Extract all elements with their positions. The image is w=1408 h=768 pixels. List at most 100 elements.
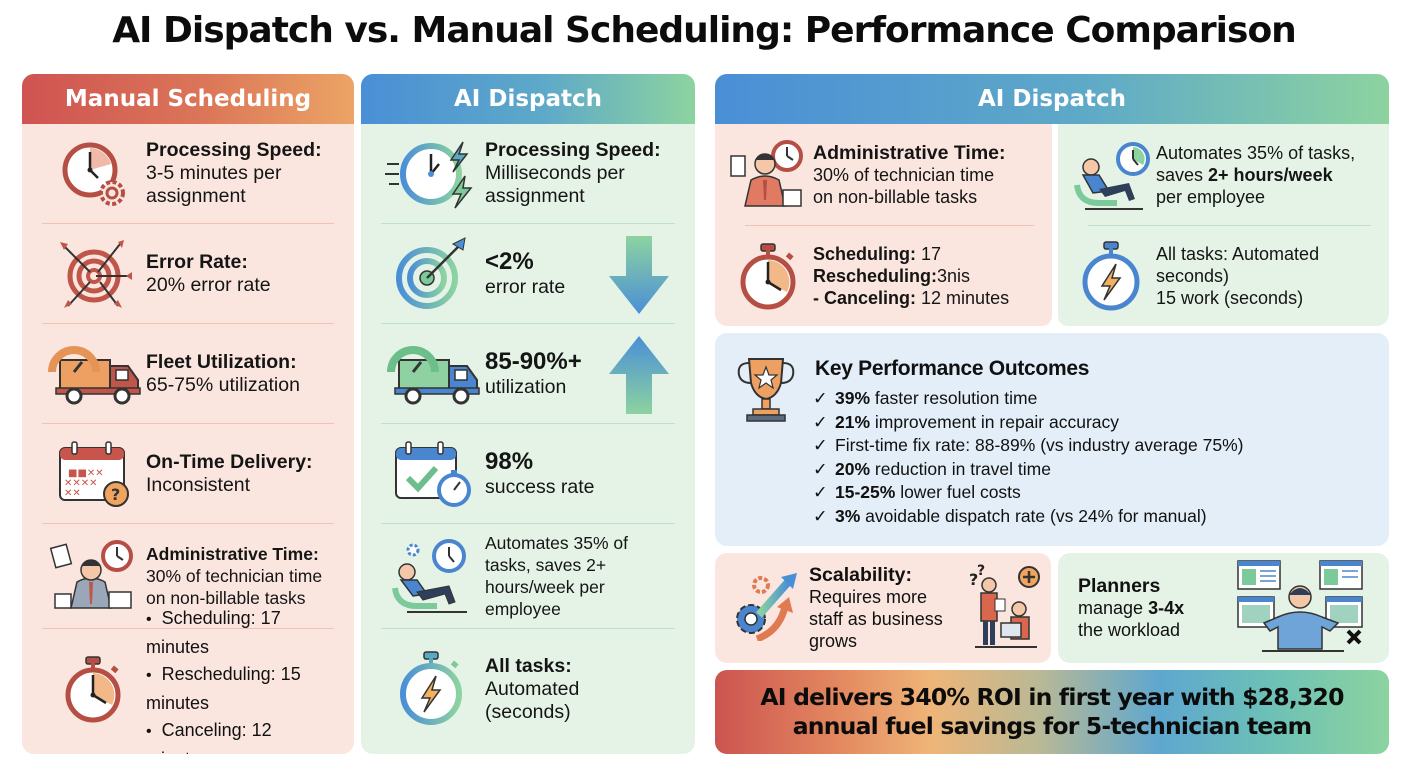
check-icon: ✓ (813, 411, 828, 432)
fast-clock-lightning-icon (381, 138, 485, 210)
overwhelmed-staff-icon: ? ? (965, 563, 1041, 654)
ai-row-fleet-utilization: 85-90%+ utilization (381, 324, 675, 424)
task-label: - Canceling: (813, 287, 917, 308)
right-panel-manual-side: Administrative Time: 30% of technician t… (715, 124, 1052, 326)
row-value: success rate (485, 476, 595, 498)
check-icon: ✓ (813, 435, 828, 455)
ai-dispatch-column: AI Dispatch Processing Speed: (361, 74, 695, 754)
planners-value: manage 3-4x the workload (1078, 598, 1184, 640)
scalability-value: Requires more staff as business grows (809, 587, 943, 651)
outcome-value: 39% (835, 388, 871, 408)
list-item: Canceling: 12 minutes (146, 717, 334, 754)
text-part: saves (1156, 164, 1209, 185)
clock-gear-icon (42, 138, 146, 210)
manual-column-header: Manual Scheduling (22, 74, 354, 124)
check-icon: ✓ (813, 388, 828, 408)
manual-row-error-rate: Error Rate: 20% error rate (42, 224, 334, 324)
relaxed-worker-icon (1068, 139, 1156, 211)
text-bold: 2+ hours/week (1208, 164, 1333, 185)
check-icon: ✓ (813, 505, 828, 526)
row-label: All tasks: (485, 654, 572, 677)
task-label: Rescheduling: (813, 265, 938, 286)
automation-text: Automates 35% of tasks, saves 2+ hours/w… (1156, 142, 1355, 208)
arrow-up-icon (609, 336, 669, 421)
svg-text:?: ? (111, 485, 120, 504)
row-label: 85-90%+ (485, 348, 582, 375)
task-line: Rescheduling:3nis (813, 265, 1009, 287)
outcome-item: ✓ 3% avoidable dispatch rate (vs 24% for … (813, 505, 1243, 529)
task-line: Scheduling: 17 (813, 243, 1009, 265)
row-value: Inconsistent (146, 473, 251, 496)
manual-row-admin-time: Administrative Time: 30% of technician t… (42, 524, 334, 629)
row-label: Processing Speed: (485, 139, 661, 161)
scalability-card: Scalability: Requires more staff as busi… (715, 553, 1051, 663)
row-label: <2% (485, 248, 534, 275)
calendar-question-icon: ■■✕✕ ✕✕✕✕ ✕✕ ? (42, 438, 146, 510)
ai-column-header: AI Dispatch (361, 74, 695, 124)
banner-line-1: AI delivers 340% ROI in first year with … (760, 683, 1344, 711)
stressed-worker-icon (725, 138, 813, 212)
ai-row-error-rate: <2% error rate (381, 224, 675, 324)
outcomes-list: ✓ 39% faster resolution time ✓ 21% improve… (811, 387, 1243, 528)
svg-text:✕✕: ✕✕ (64, 488, 81, 499)
svg-text:■■✕✕: ■■✕✕ (68, 468, 104, 479)
ai-row-task-times: All tasks: Automated (seconds) (381, 629, 675, 749)
planners-label: Planners (1078, 575, 1161, 597)
stopwatch-lightning-icon (381, 650, 485, 728)
text-line: Automates 35% of tasks, (1156, 142, 1356, 163)
missed-target-icon (42, 238, 146, 310)
check-icon: ✓ (813, 458, 828, 479)
text-line: per employee (1156, 186, 1266, 207)
task-value: 3nis (937, 265, 971, 286)
outcome-value: 3% (835, 505, 861, 526)
outcome-text: improvement in repair accuracy (870, 411, 1120, 432)
arrow-down-icon (609, 236, 669, 321)
page-title: AI Dispatch vs. Manual Scheduling: Perfo… (112, 10, 1297, 51)
row-label: Fleet Utilization: (146, 350, 297, 373)
ai-row-admin-time: Automates 35% of tasks, saves 2+ hours/w… (381, 524, 675, 629)
task-label: Scheduling: (813, 243, 916, 264)
ai-row-on-time-delivery: 98% success rate (381, 424, 675, 524)
row-value: Milliseconds per assignment (485, 162, 625, 207)
stopwatch-icon (42, 653, 146, 725)
right-panel-ai-side: Automates 35% of tasks, saves 2+ hours/w… (1058, 124, 1389, 326)
truck-gauge-icon (42, 342, 146, 406)
manual-row-task-times: Scheduling: 17 minutes Rescheduling: 15 … (42, 608, 334, 754)
svg-text:✕✕✕✕: ✕✕✕✕ (64, 478, 98, 489)
ai-row-processing-speed: Processing Speed: Milliseconds per assig… (381, 124, 675, 224)
manual-row-fleet-utilization: Fleet Utilization: 65-75% utilization (42, 324, 334, 424)
outcomes-title: Key Performance Outcomes (815, 357, 1090, 380)
outcome-text: avoidable dispatch rate (vs 24% for manu… (860, 505, 1207, 526)
task-value: 17 (921, 243, 942, 264)
row-value: utilization (485, 376, 567, 398)
outcome-item: ✓ 39% faster resolution time (813, 387, 1243, 411)
right-ai-dispatch-panel: AI Dispatch Administrative Time: 30% o (715, 74, 1389, 326)
outcome-text: reduction in travel time (870, 458, 1051, 479)
right-panel-header: AI Dispatch (715, 74, 1389, 124)
manual-row-on-time-delivery: ■■✕✕ ✕✕✕✕ ✕✕ ? On-Time Delivery: Inconsi… (42, 424, 334, 524)
rt-task-times: Scheduling: 17 Rescheduling:3nis - Cance… (715, 225, 1052, 326)
check-icon: ✓ (813, 482, 828, 502)
row-value: 65-75% utilization (146, 373, 300, 396)
manual-row-processing-speed: Processing Speed: 3-5 minutes per assign… (42, 124, 334, 224)
planners-post: the workload (1078, 620, 1181, 640)
outcome-item: ✓ 15-25% lower fuel costs (813, 481, 1243, 505)
planners-multiplier: 3-4x (1148, 598, 1185, 618)
calendar-check-icon (381, 438, 485, 510)
text-line: 15 work (seconds) (1156, 287, 1304, 308)
key-performance-outcomes-card: Key Performance Outcomes ✓ 39% faster res… (715, 333, 1389, 546)
text-line: saves 2+ hours/week (1156, 164, 1355, 186)
row-value: 3-5 minutes per assignment (146, 162, 282, 207)
svg-text:?: ? (977, 563, 985, 579)
row-label: Administrative Time: (813, 141, 1006, 164)
outcome-text: faster resolution time (870, 388, 1038, 408)
row-value: Automated (seconds) (485, 677, 580, 723)
planners-pre: manage (1078, 598, 1149, 618)
row-label: Administrative Time: (146, 544, 319, 564)
stressed-worker-icon (42, 536, 146, 616)
task-line: - Canceling: 12 minutes (813, 287, 1009, 309)
relaxed-worker-icon (381, 536, 485, 616)
planner-multi-screen-icon (1234, 557, 1374, 660)
outcome-value: 15-25% (835, 482, 896, 502)
row-value: error rate (485, 276, 566, 298)
